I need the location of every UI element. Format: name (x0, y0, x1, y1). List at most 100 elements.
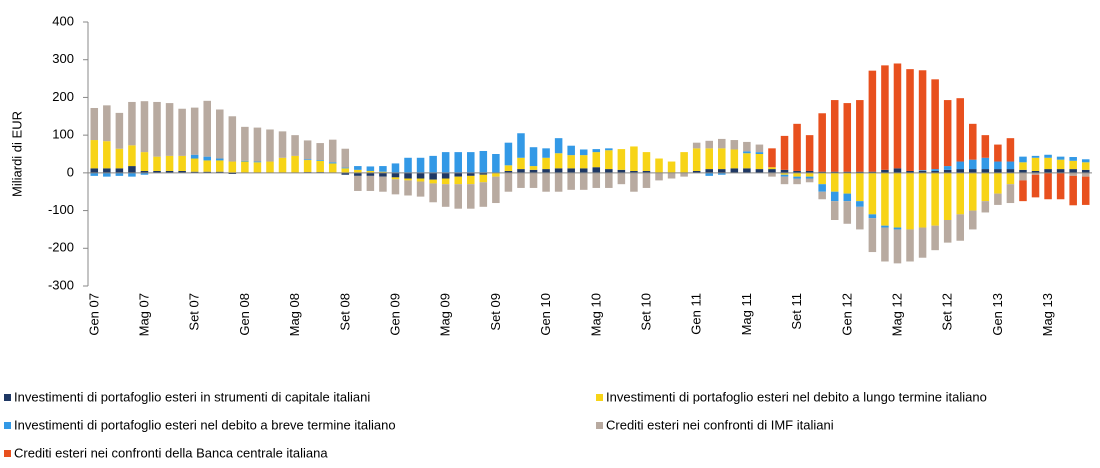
bar-segment (981, 157, 990, 170)
bar-segment (190, 171, 199, 173)
bar-segment (479, 150, 488, 173)
bar-segment (1069, 160, 1077, 170)
bar-segment (1006, 161, 1015, 170)
y-axis-title: Miliardi di EUR (9, 111, 24, 197)
bar-segment (743, 141, 751, 152)
bar-segment (906, 229, 914, 262)
bar-segment (780, 169, 789, 173)
bar-segment (303, 159, 312, 161)
bar-segment (818, 184, 826, 192)
bar-segment (705, 148, 713, 170)
bar-segment (981, 169, 990, 173)
x-tick-label: Set 07 (187, 293, 202, 331)
bar-segment (416, 157, 425, 173)
bar-segment (404, 180, 412, 196)
bar-segment (893, 229, 902, 264)
bar-segment (805, 176, 814, 179)
bar-segment (718, 169, 726, 173)
legend-label: Crediti esteri nei confronti della Banca… (14, 445, 328, 460)
bar-segment (165, 103, 174, 156)
bar-segment (906, 170, 914, 173)
bar-segment (856, 206, 864, 230)
bar-segment (893, 172, 902, 228)
bar-segment (391, 179, 400, 195)
bar-segment (203, 100, 211, 157)
bar-segment (805, 178, 814, 183)
bar-segment (843, 103, 852, 172)
bar-segment (881, 65, 889, 170)
bar-segment (467, 175, 475, 185)
bar-segment (1019, 156, 1027, 163)
x-tick-label: Gen 08 (237, 293, 252, 336)
bar-segment (918, 172, 927, 228)
x-tick-label: Mag 11 (739, 293, 754, 335)
bar-segment (1056, 159, 1065, 170)
bar-segment (868, 70, 877, 172)
bar-segment (115, 112, 124, 149)
bar-segment (830, 172, 839, 192)
bar-segment (103, 141, 111, 169)
bar-segment (705, 172, 713, 176)
bar-segment (517, 169, 525, 173)
bar-segment (354, 172, 362, 176)
bar-segment (780, 174, 789, 177)
bar-segment (931, 79, 939, 170)
bar-segment (103, 172, 111, 177)
bar-segment (768, 172, 776, 177)
bar-segment (642, 172, 651, 188)
bar-segment (341, 168, 350, 173)
bar-segment (467, 152, 475, 173)
bar-segment (165, 170, 174, 173)
bar-segment (266, 161, 274, 173)
bar-segment (216, 171, 224, 173)
bar-segment (391, 172, 400, 178)
x-tick-label: Gen 11 (689, 293, 704, 335)
bar-segment (253, 127, 262, 162)
bar-segment (341, 167, 350, 169)
bar-segment (441, 172, 450, 179)
bar-segment (1044, 157, 1052, 170)
bar-segment (228, 116, 237, 162)
bar-segment (1069, 172, 1077, 176)
bar-segment (793, 170, 801, 173)
bar-segment (379, 171, 387, 173)
bar-segment (441, 178, 450, 185)
bar-segment (341, 148, 350, 168)
bar-segment (743, 151, 751, 154)
bar-segment (768, 169, 776, 173)
bar-segment (103, 105, 111, 142)
bar-segment (692, 148, 701, 171)
y-tick-label: -300 (48, 277, 74, 292)
bar-segment (994, 193, 1002, 205)
bar-segment (655, 158, 663, 173)
bar-segment (667, 172, 676, 179)
bar-segment (504, 172, 513, 192)
bar-segment (128, 145, 136, 167)
bar-segment (969, 123, 977, 160)
bar-segment (931, 225, 939, 251)
bar-segment (1081, 176, 1090, 205)
bar-segment (366, 166, 375, 171)
y-tick-label: 200 (52, 89, 74, 104)
bar-segment (1019, 172, 1027, 181)
bar-segment (931, 172, 939, 226)
bar-segment (1081, 169, 1090, 173)
bar-segment (216, 109, 224, 159)
bar-segment (404, 157, 412, 173)
bar-segment (918, 70, 927, 171)
bar-segment (203, 160, 211, 172)
bar-segment (755, 169, 764, 173)
bar-segment (617, 149, 626, 170)
bar-segment (153, 101, 161, 157)
bar-segment (605, 169, 613, 173)
bar-segment (165, 155, 174, 171)
bar-segment (492, 176, 500, 204)
y-tick-label: -100 (48, 202, 74, 217)
bar-segment (416, 181, 425, 197)
x-tick-label: Gen 13 (990, 293, 1005, 336)
bar-segment (542, 157, 550, 170)
bar-segment (642, 152, 651, 171)
x-tick-label: Mag 08 (287, 293, 302, 336)
bar-segment (680, 172, 688, 177)
bar-segment (366, 170, 375, 173)
